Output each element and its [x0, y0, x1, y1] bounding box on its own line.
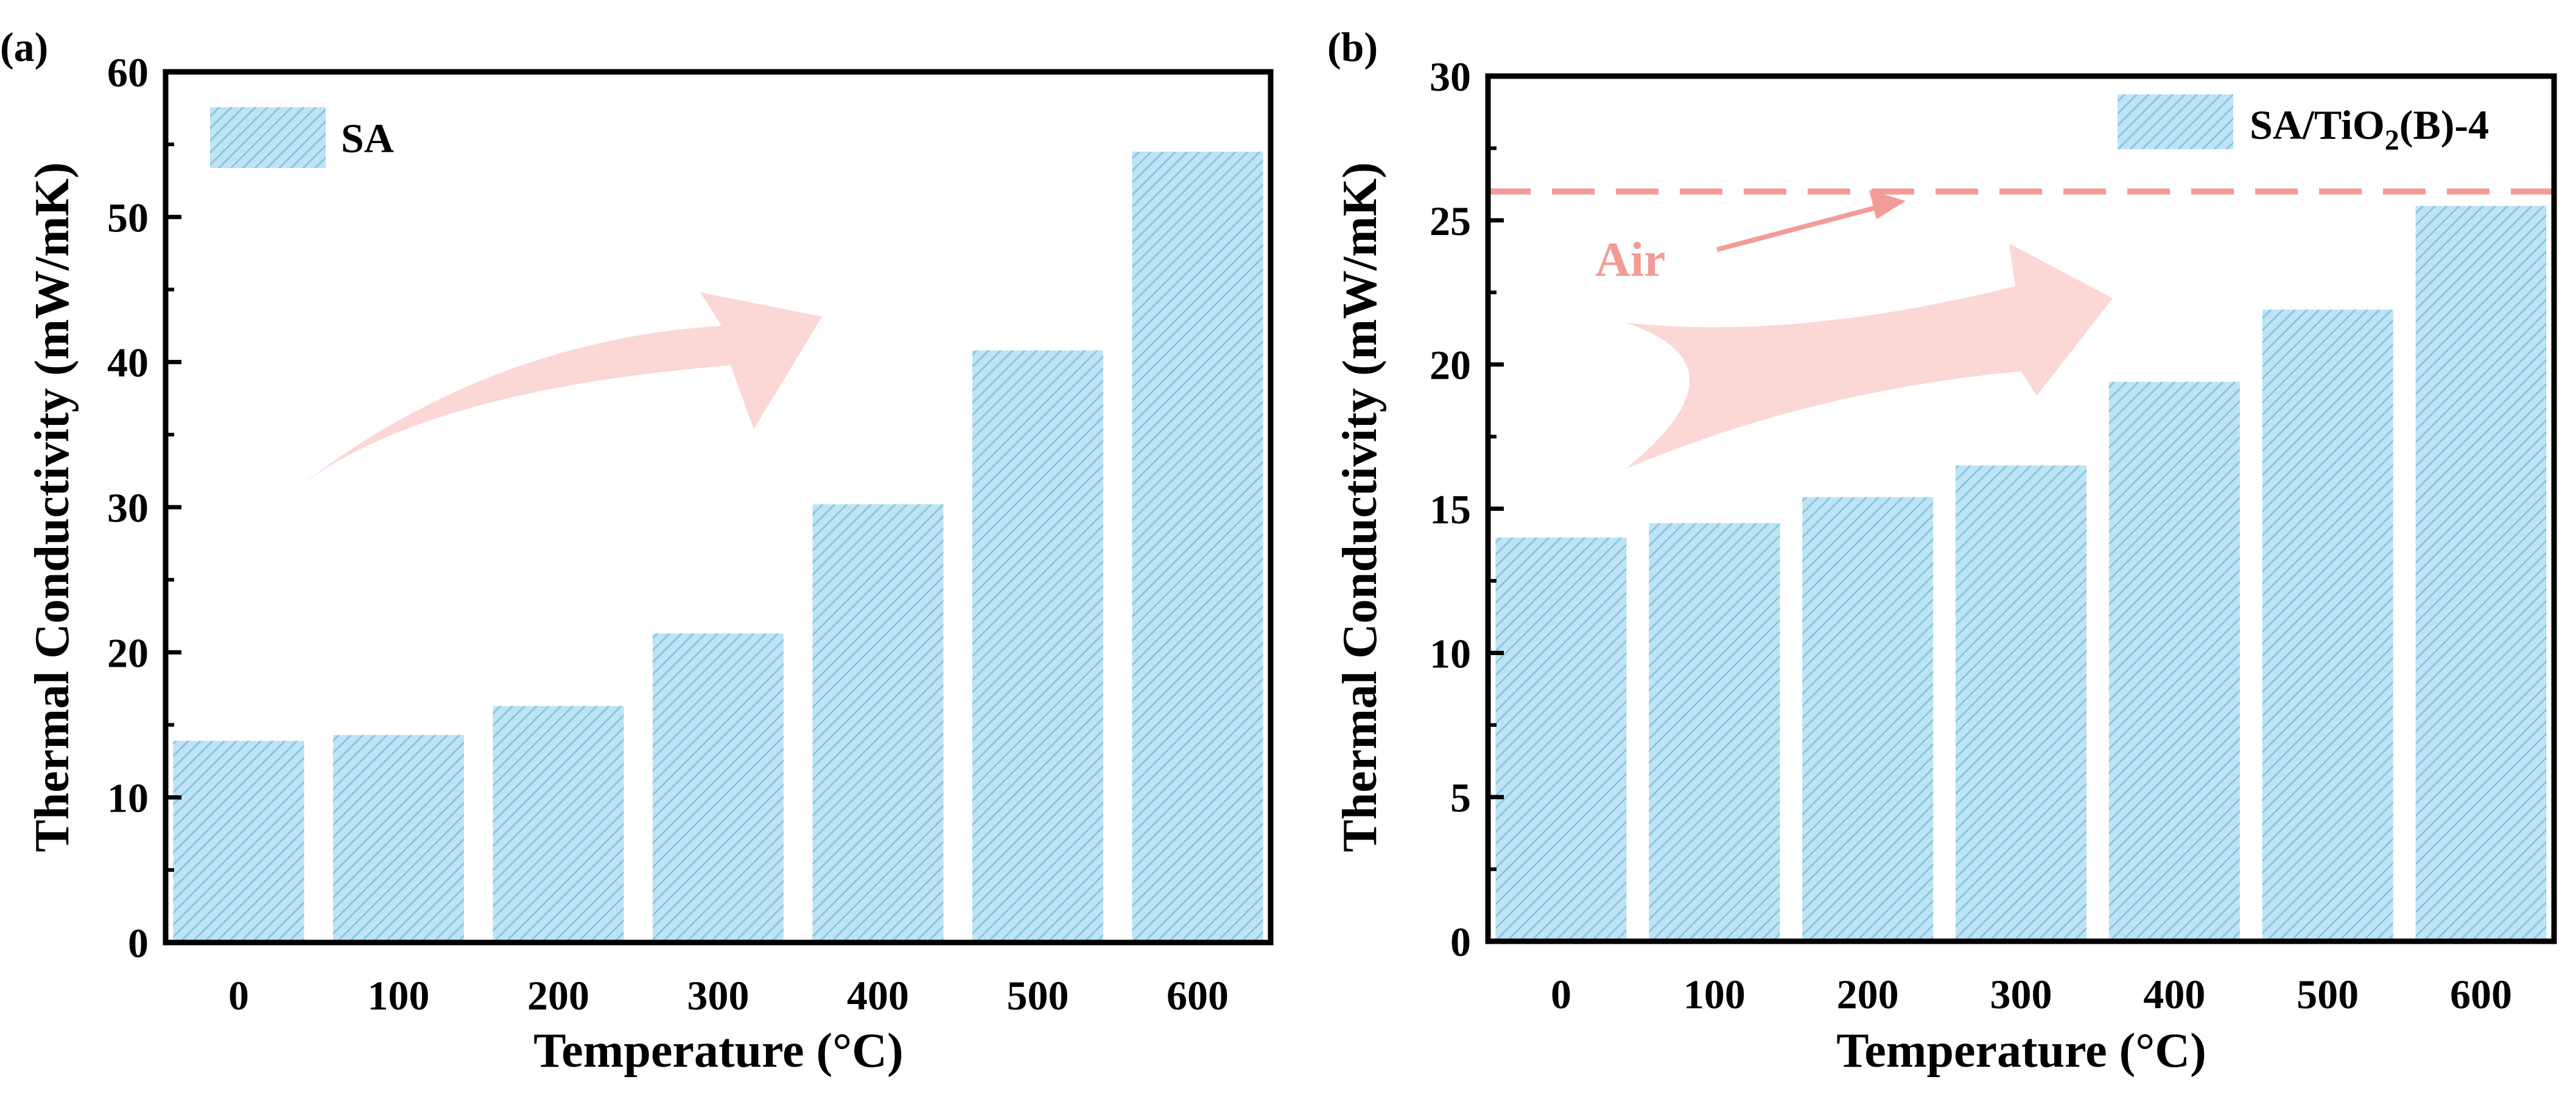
x-tick-label-a-400: 400 [847, 972, 909, 1019]
legend-label-b: SA/TiO2(B)-4 [2250, 102, 2489, 156]
y-axis-title-b: Thermal Conductivity (mW/mK) [1333, 162, 1387, 852]
bar-a-100 [333, 735, 464, 943]
x-axis-title-a: Temperature (°C) [533, 1024, 903, 1078]
y-tick-label-b-5: 5 [1450, 774, 1471, 821]
air-label: Air [1595, 233, 1666, 287]
trend-arrow-a [298, 292, 822, 487]
bars-a [173, 152, 1263, 943]
x-tick-label-a-300: 300 [687, 972, 749, 1019]
x-tick-label-b-400: 400 [2143, 971, 2205, 1017]
x-tick-label-a-200: 200 [527, 972, 589, 1019]
x-tick-label-a-0: 0 [228, 972, 249, 1019]
y-tick-label-b-0: 0 [1450, 919, 1471, 965]
x-tick-label-b-300: 300 [1990, 971, 2052, 1017]
y-tick-label-b-20: 20 [1430, 342, 1471, 388]
x-axis-title-b: Temperature (°C) [1836, 1024, 2206, 1078]
y-tick-label-a-40: 40 [107, 340, 149, 386]
bar-a-500 [972, 350, 1103, 943]
panel-label-a: (a) [0, 24, 48, 70]
bar-b-0 [1495, 537, 1627, 941]
bar-b-200 [1802, 497, 1934, 941]
x-tick-label-b-100: 100 [1683, 971, 1746, 1017]
chart-panel-b: (b) Air SA/TiO2(B)-4 0 5 10 15 20 25 30 0 100 20… [1327, 24, 2557, 1078]
y-tick-label-a-10: 10 [107, 775, 149, 821]
legend-swatch-b [2118, 94, 2233, 149]
x-axis-b: 0 100 200 300 400 500 600 [1551, 971, 2512, 1017]
y-tick-label-a-60: 60 [107, 49, 149, 96]
legend-label-a: SA [341, 115, 394, 161]
legend-a: SA [210, 107, 394, 168]
x-tick-label-b-0: 0 [1551, 971, 1571, 1017]
trend-arrow-b [1626, 244, 2113, 469]
bar-a-400 [812, 504, 944, 943]
y-tick-label-b-25: 25 [1430, 198, 1471, 244]
legend-b: SA/TiO2(B)-4 [2118, 94, 2489, 156]
y-axis-title-a: Thermal Conductivity (mW/mK) [26, 162, 79, 852]
y-tick-label-a-30: 30 [107, 485, 149, 531]
y-tick-label-b-10: 10 [1430, 630, 1471, 676]
x-tick-label-a-100: 100 [368, 972, 430, 1019]
y-tick-label-a-50: 50 [107, 194, 149, 241]
x-tick-label-a-500: 500 [1007, 972, 1069, 1019]
y-tick-label-a-20: 20 [107, 630, 149, 676]
y-axis-b: 0 5 10 15 20 25 30 [1430, 54, 1504, 965]
bar-a-200 [493, 706, 624, 943]
bar-b-100 [1649, 523, 1780, 941]
bars-b [1495, 206, 2547, 941]
bar-b-500 [2262, 309, 2393, 941]
x-tick-label-a-600: 600 [1167, 972, 1229, 1019]
x-tick-label-b-600: 600 [2450, 971, 2512, 1017]
y-tick-label-a-0: 0 [128, 920, 149, 966]
chart-panel-a: (a) SA 0 10 20 30 40 50 60 0 100 200 300 400 500 600… [0, 24, 1274, 1078]
panel-label-b: (b) [1327, 24, 1378, 70]
legend-swatch-a [210, 107, 326, 168]
bar-b-300 [1956, 465, 2086, 941]
bar-b-400 [2108, 382, 2240, 941]
bar-a-0 [173, 740, 304, 943]
bar-a-600 [1132, 152, 1263, 943]
y-tick-label-b-15: 15 [1430, 486, 1471, 533]
air-pointer-arrow [1716, 190, 1906, 252]
bar-b-600 [2415, 206, 2547, 941]
x-tick-label-b-500: 500 [2297, 971, 2359, 1017]
x-tick-label-b-200: 200 [1837, 971, 1899, 1017]
x-axis-a: 0 100 200 300 400 500 600 [228, 972, 1229, 1019]
y-axis-a: 0 10 20 30 40 50 60 [107, 49, 181, 966]
bar-a-300 [653, 633, 784, 943]
y-tick-label-b-30: 30 [1430, 54, 1471, 100]
